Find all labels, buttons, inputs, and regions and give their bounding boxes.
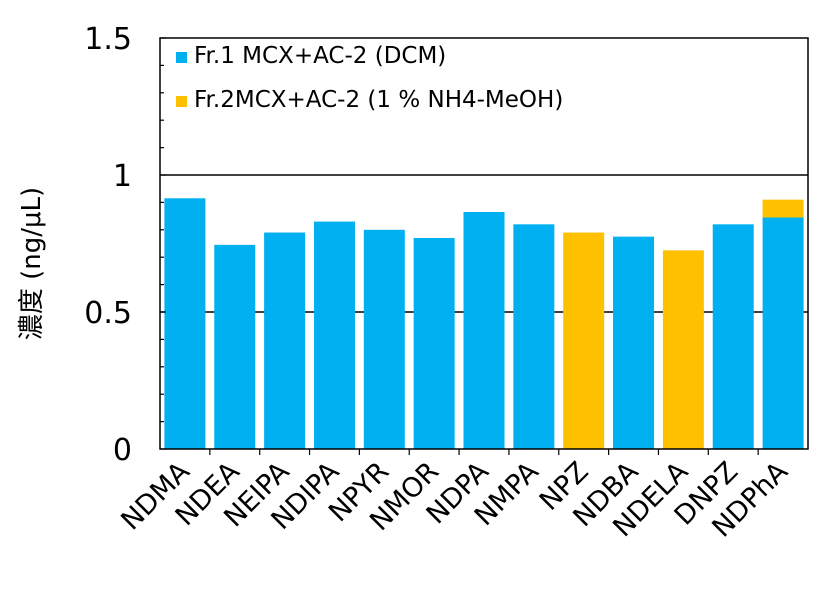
bar-nmor-series-1	[413, 238, 455, 449]
bar-nmpa-series-1	[513, 224, 555, 449]
y-axis-label: 濃度 (ng/μL)	[17, 187, 47, 340]
bar-dnpz-series-1	[712, 224, 754, 449]
bar-neipa-series-1	[264, 232, 306, 449]
bar-ndba-series-1	[613, 236, 655, 449]
y-tick-label: 1.5	[84, 22, 132, 57]
bar-ndea-series-1	[214, 244, 256, 449]
bar-ndma-series-1	[164, 198, 206, 449]
legend: Fr.1 MCX+AC-2 (DCM) Fr.2MCX+AC-2 (1 % NH4…	[176, 43, 563, 113]
x-tick-labels: NDMANDEANEIPANDIPANPYRNMORNDPANMPANPZNDB…	[115, 456, 794, 544]
y-tick-labels: 0 0.5 1 1.5	[84, 22, 132, 468]
bar-npyr-series-1	[363, 229, 405, 449]
legend-label-series-1: Fr.1 MCX+AC-2 (DCM)	[194, 43, 446, 69]
bar-ndela-series-2	[662, 250, 704, 449]
bar-npz-series-2	[563, 232, 605, 449]
bar-ndpha-series-1	[762, 217, 804, 449]
y-tick-label: 1	[113, 159, 132, 194]
y-tick-label: 0	[113, 433, 132, 468]
bar-ndipa-series-1	[313, 221, 355, 449]
plot-frame	[159, 37, 809, 450]
legend-label-series-2: Fr.2MCX+AC-2 (1 % NH4-MeOH)	[194, 87, 563, 113]
legend-swatch-series-1	[176, 52, 187, 63]
legend-swatch-series-2	[176, 96, 187, 107]
bar-ndpa-series-1	[463, 211, 505, 449]
y-tick-label: 0.5	[84, 296, 132, 331]
bar-ndpha-series-2	[762, 199, 804, 218]
axes	[159, 37, 809, 455]
bars	[164, 198, 804, 449]
